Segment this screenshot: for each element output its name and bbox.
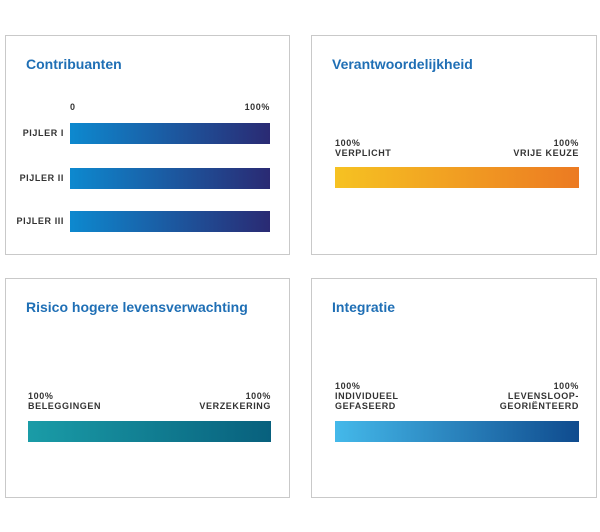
row-label-pijler-1: PIJLER I bbox=[22, 128, 64, 138]
left-percent: 100% bbox=[335, 138, 361, 148]
gradient-bar bbox=[335, 167, 579, 188]
left-label-line1: INDIVIDUEEL bbox=[335, 391, 399, 401]
bar-pijler-3 bbox=[70, 211, 270, 232]
gradient-bar bbox=[335, 421, 579, 442]
right-percent: 100% bbox=[553, 381, 579, 391]
left-percent: 100% bbox=[28, 391, 54, 401]
bar-pijler-2 bbox=[70, 168, 270, 189]
scale-min-label: 0 bbox=[70, 102, 76, 112]
panel-risico-levensverwachting: Risico hogere levensverwachting 100% BEL… bbox=[5, 278, 290, 498]
left-label: BELEGGINGEN bbox=[28, 401, 102, 411]
right-percent: 100% bbox=[553, 138, 579, 148]
scale-max-label: 100% bbox=[244, 102, 270, 112]
left-label-line2: GEFASEERD bbox=[335, 401, 396, 411]
right-label-line1: LEVENSLOOP- bbox=[507, 391, 579, 401]
panel-title: Contribuanten bbox=[26, 56, 122, 72]
panel-title: Integratie bbox=[332, 299, 396, 315]
right-percent: 100% bbox=[245, 391, 271, 401]
panel-integratie: Integratie 100% INDIVIDUEEL GEFASEERD 10… bbox=[311, 278, 597, 498]
right-label: VERZEKERING bbox=[199, 401, 271, 411]
panel-verantwoordelijkheid: Verantwoordelijkheid 100% VERPLICHT 100%… bbox=[311, 35, 597, 255]
bar-pijler-1 bbox=[70, 123, 270, 144]
panel-title: Verantwoordelijkheid bbox=[332, 56, 473, 72]
row-label-pijler-2: PIJLER II bbox=[19, 173, 64, 183]
gradient-bar bbox=[28, 421, 271, 442]
right-label-line2: GEORIËNTEERD bbox=[499, 401, 579, 411]
panel-contribuanten: Contribuanten 0 100% PIJLER I PIJLER II … bbox=[5, 35, 290, 255]
panel-title: Risico hogere levensverwachting bbox=[26, 299, 248, 315]
left-label: VERPLICHT bbox=[335, 148, 392, 158]
right-label: VRIJE KEUZE bbox=[513, 148, 579, 158]
row-label-pijler-3: PIJLER III bbox=[16, 216, 64, 226]
left-percent: 100% bbox=[335, 381, 361, 391]
